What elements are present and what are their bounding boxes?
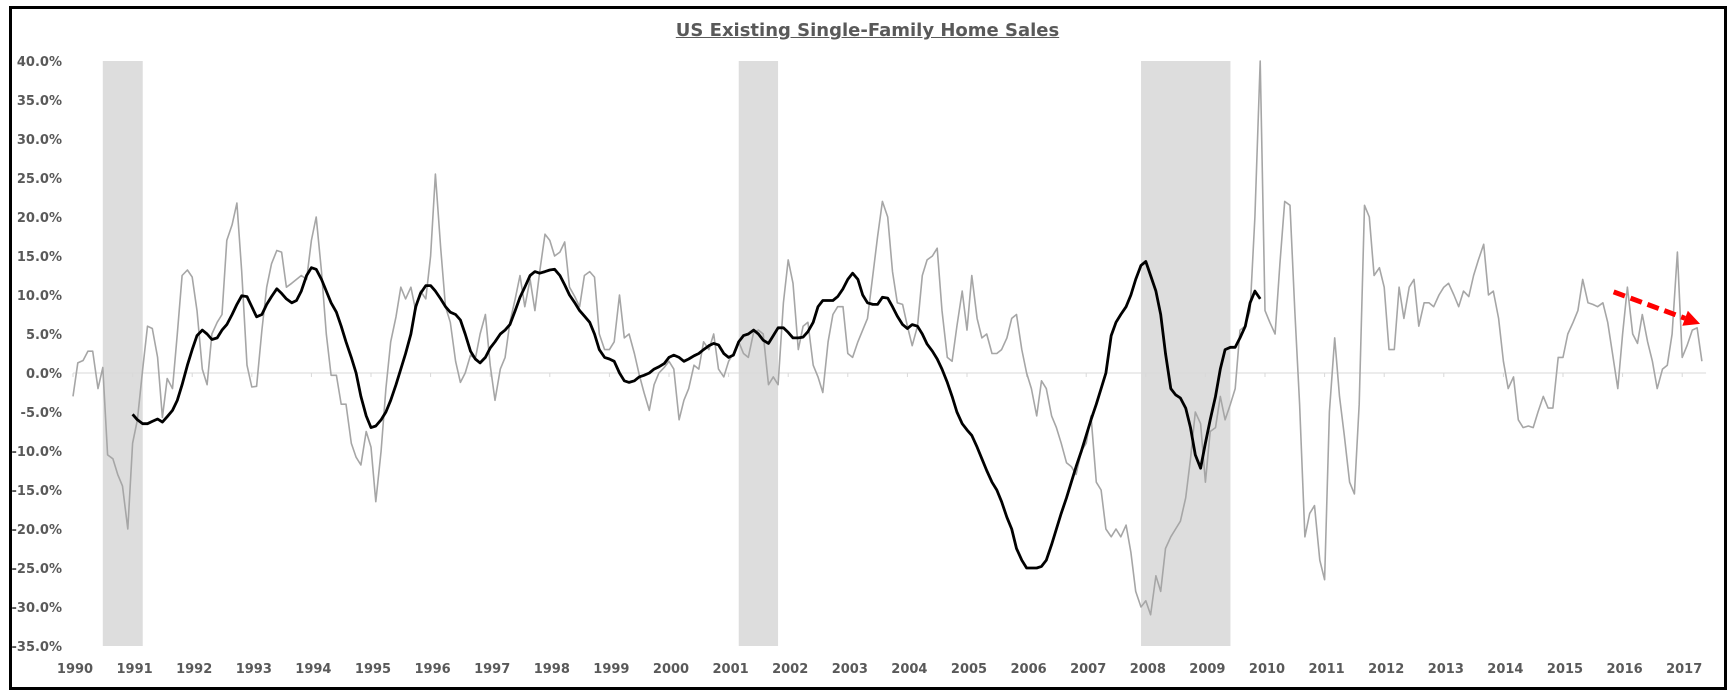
y-tick-label: -30.0% — [12, 601, 63, 616]
y-tick-label: 30.0% — [17, 133, 62, 148]
y-tick-label: -15.0% — [12, 484, 63, 499]
x-tick-label: 2000 — [653, 662, 689, 677]
x-tick-label: 1995 — [355, 662, 391, 677]
x-tick-label: 2001 — [713, 662, 749, 677]
x-tick-label: 2016 — [1607, 662, 1643, 677]
trend-arrow-annotation — [1612, 289, 1701, 326]
x-tick-label: 1996 — [415, 662, 451, 677]
x-tick-label: 1991 — [117, 662, 153, 677]
series-monthly-yoy — [72, 60, 1703, 616]
x-tick-label: 2011 — [1309, 662, 1345, 677]
recession-band — [1141, 61, 1231, 646]
x-tick-label: 2002 — [772, 662, 808, 677]
recession-bands — [102, 61, 1231, 646]
recession-band — [738, 61, 779, 646]
x-tick-label: 2008 — [1130, 662, 1166, 677]
y-tick-label: 40.0% — [17, 55, 62, 70]
y-tick-label: -5.0% — [21, 406, 62, 421]
y-tick-label: -20.0% — [12, 523, 63, 538]
arrowhead-icon — [1682, 310, 1701, 326]
x-tick-label: 2015 — [1547, 662, 1583, 677]
y-tick-label: 5.0% — [26, 328, 62, 343]
x-tick-label: 1990 — [57, 662, 93, 677]
x-tick-label: 1999 — [593, 662, 629, 677]
chart-title: US Existing Single-Family Home Sales — [675, 20, 1060, 41]
x-tick-label: 2010 — [1249, 662, 1285, 677]
x-tick-label: 1997 — [474, 662, 510, 677]
x-tick-label: 2017 — [1666, 662, 1702, 677]
y-axis-ticks: 40.0% 35.0% 30.0% 25.0% 20.0% 15.0% 10.0% 5.0% 0… — [12, 55, 63, 655]
x-tick-label: 1994 — [295, 662, 331, 677]
trend-arrow-shaft — [1612, 289, 1686, 321]
x-tick-label: 2014 — [1487, 662, 1523, 677]
x-tick-label: 2005 — [951, 662, 987, 677]
x-tick-label: 2003 — [832, 662, 868, 677]
chart-frame — [9, 6, 1727, 690]
recession-band — [102, 61, 143, 646]
y-tick-label: -25.0% — [12, 562, 63, 577]
x-tick-label: 1992 — [176, 662, 212, 677]
y-tick-label: 10.0% — [17, 289, 62, 304]
y-tick-label: 35.0% — [17, 94, 62, 109]
x-tick-label: 1998 — [534, 662, 570, 677]
x-tick-label: 2006 — [1011, 662, 1047, 677]
x-tick-label: 2013 — [1428, 662, 1464, 677]
x-tick-label: 2004 — [891, 662, 927, 677]
x-tick-label: 2007 — [1070, 662, 1106, 677]
y-tick-label: 25.0% — [17, 172, 62, 187]
x-tick-label: 2012 — [1368, 662, 1404, 677]
x-tick-label: 2009 — [1189, 662, 1225, 677]
y-tick-label: 20.0% — [17, 211, 62, 226]
y-tick-label: -35.0% — [12, 640, 63, 655]
x-axis-ticks: 1990 1991 1992 1993 1994 1995 1996 1997 1998 1999… — [57, 373, 1702, 677]
y-tick-label: -10.0% — [12, 445, 63, 460]
y-tick-label: 15.0% — [17, 250, 62, 265]
y-tick-label: 0.0% — [26, 367, 62, 382]
x-tick-label: 1993 — [236, 662, 272, 677]
series-smoothed-trend — [131, 260, 1262, 570]
